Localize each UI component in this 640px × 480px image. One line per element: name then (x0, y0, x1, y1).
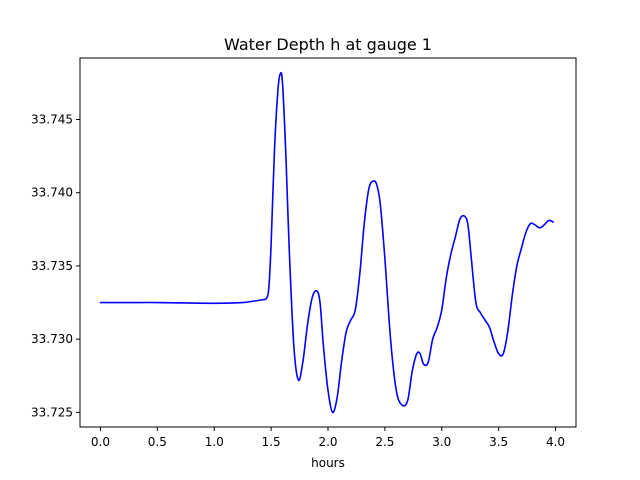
y-tick-label: 33.745 (31, 113, 73, 127)
plot-frame (79, 57, 577, 428)
y-tick-label: 33.735 (31, 259, 73, 273)
series-layer (99, 71, 555, 414)
x-tick-label: 2.0 (318, 435, 337, 449)
x-tick-label: 1.5 (262, 435, 281, 449)
y-tick-label: 33.730 (31, 332, 73, 346)
x-tick-label: 3.0 (432, 435, 451, 449)
x-tick-label: 1.0 (205, 435, 224, 449)
x-tick-label: 0.0 (91, 435, 110, 449)
x-tick-label: 4.0 (546, 435, 565, 449)
y-axis: 33.725 33.730 33.735 33.740 33.745 (31, 113, 80, 419)
x-tick-label: 2.5 (375, 435, 394, 449)
chart-title: Water Depth h at gauge 1 (224, 35, 432, 54)
series-line-1 (99, 71, 555, 414)
x-axis-label: hours (311, 456, 345, 470)
y-tick-label: 33.740 (31, 186, 73, 200)
y-tick-label: 33.725 (31, 405, 73, 419)
x-tick-label: 0.5 (148, 435, 167, 449)
x-tick-label: 3.5 (489, 435, 508, 449)
x-axis: 0.0 0.5 1.0 1.5 2.0 2.5 3.0 3.5 4.0 (91, 427, 565, 449)
